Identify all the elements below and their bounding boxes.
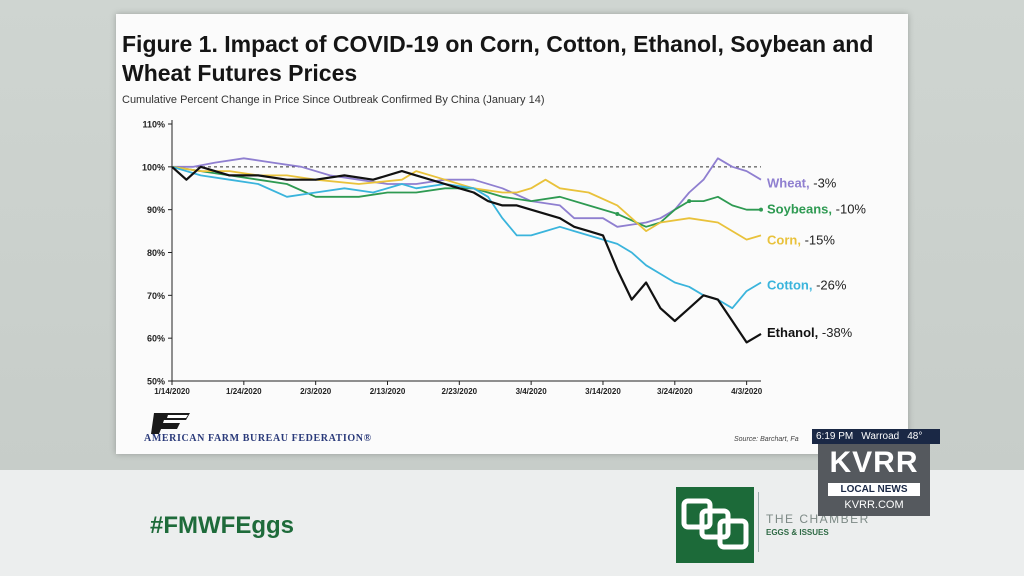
series-line-soybeans (171, 165, 761, 228)
y-tick-label: 90% (147, 205, 165, 215)
series-point-soybeans (615, 211, 620, 216)
series-label-corn: Corn, -15% (767, 232, 835, 247)
figure-title: Figure 1. Impact of COVID-19 on Corn, Co… (122, 31, 874, 86)
series-label-cotton: Cotton, -26% (767, 277, 847, 292)
series-label-soybeans: Soybeans, -10% (767, 202, 866, 217)
y-tick-label: 80% (147, 248, 165, 258)
series-label-ethanol: Ethanol, -38% (767, 325, 853, 340)
figure-slide: Figure 1. Impact of COVID-19 on Corn, Co… (116, 14, 908, 454)
chamber-subtitle: EGGS & ISSUES (766, 528, 829, 537)
farm-bureau-logo-icon (151, 413, 190, 434)
figure-subtitle: Cumulative Percent Change in Price Since… (122, 94, 545, 106)
location-text: Warroad (861, 431, 900, 442)
series-line-corn (171, 165, 762, 241)
y-tick-label: 60% (147, 334, 165, 344)
source-note: Source: Barchart, Fa (734, 436, 799, 443)
x-tick-label: 1/24/2020 (226, 387, 262, 396)
temperature-text: 48° (907, 431, 923, 442)
x-tick-label: 3/14/2020 (585, 387, 621, 396)
y-tick-label: 100% (142, 162, 165, 172)
series-point-soybeans (687, 199, 692, 204)
station-website: KVRR.COM (844, 499, 904, 511)
x-tick-label: 3/24/2020 (657, 387, 693, 396)
x-tick-label: 3/4/2020 (516, 387, 548, 396)
x-tick-label: 2/23/2020 (442, 387, 478, 396)
chamber-divider (758, 492, 759, 552)
time-text: 6:19 PM (816, 431, 854, 442)
series-line-wheat (172, 157, 762, 228)
chamber-logo-icon (676, 487, 754, 563)
y-tick-label: 70% (147, 291, 165, 301)
y-tick-label: 50% (147, 377, 165, 387)
station-logo: KVRR (829, 446, 919, 479)
station-tagline: LOCAL NEWS (828, 483, 920, 496)
x-tick-label: 4/3/2020 (731, 387, 763, 396)
x-tick-label: 1/14/2020 (154, 387, 190, 396)
x-tick-label: 2/3/2020 (300, 387, 332, 396)
line-chart: 50% 60% 70% 80% 90% 100% 110% 1/14/2020 1/24/202… (142, 120, 866, 397)
x-tick-label: 2/13/2020 (370, 387, 406, 396)
time-weather-bar: 6:19 PM Warroad 48° (812, 429, 940, 444)
series-point-soybeans (759, 207, 763, 212)
organization-name: AMERICAN FARM BUREAU FEDERATION® (144, 433, 372, 444)
series-line-ethanol (171, 165, 762, 344)
series-label-wheat: Wheat, -3% (767, 176, 837, 191)
series-line-cotton (171, 165, 762, 310)
station-bug: KVRR LOCAL NEWS KVRR.COM (818, 444, 930, 516)
y-tick-label: 110% (142, 120, 165, 130)
hashtag: #FMWFEggs (150, 512, 294, 539)
